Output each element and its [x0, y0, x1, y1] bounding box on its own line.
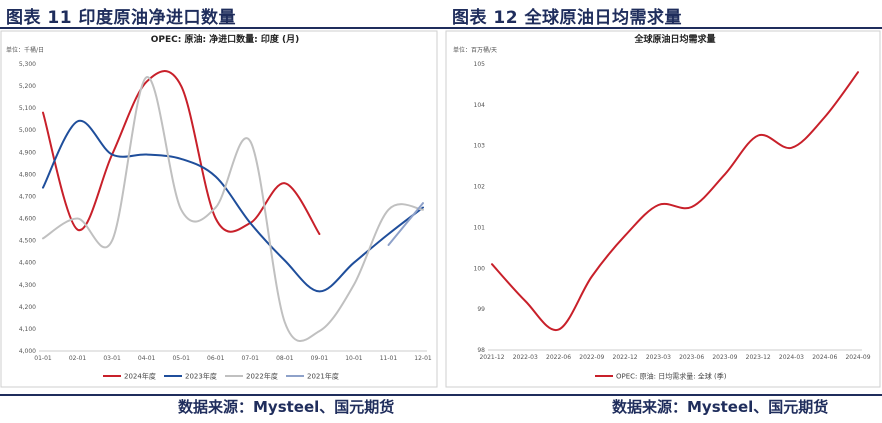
series-lines [42, 70, 424, 343]
header-rule [0, 27, 882, 29]
axes: 4,000 4,100 4,200 4,300 4,400 4,500 4,600 4,700… [19, 61, 432, 362]
series-line [387, 202, 424, 246]
y-tick-label: 101 [474, 224, 486, 231]
legend-entry: OPEC: 原油: 日均需求量: 全球 (季) [616, 372, 727, 381]
x-tick-label: 2022-09 [579, 354, 604, 361]
x-tick-label: 05-01 [172, 355, 190, 362]
source-note-right: 数据来源：Mysteel、国元期货 [612, 398, 829, 416]
legend-entry: 2023年度 [185, 372, 217, 381]
y-tick-label: 102 [474, 184, 486, 191]
x-tick-label: 2024-03 [779, 354, 804, 361]
y-tick-label: 4,200 [19, 304, 36, 311]
x-tick-label: 2024-06 [812, 354, 837, 361]
x-tick-label: 2022-03 [513, 354, 538, 361]
chart-frame [445, 30, 881, 388]
legend: 2024年度 2023年度 2022年度 2021年度 [103, 372, 339, 381]
x-tick-label: 2023-06 [679, 354, 704, 361]
x-tick-label: 2023-03 [646, 354, 671, 361]
series-line [42, 76, 424, 343]
x-tick-label: 08-01 [276, 355, 294, 362]
unit-label: 单位：百万桶/天 [453, 46, 497, 54]
y-tick-label: 4,100 [19, 326, 36, 333]
x-tick-label: 2023-09 [712, 354, 737, 361]
chart-title: 全球原油日均需求量 [633, 33, 715, 45]
y-tick-label: 4,700 [19, 193, 36, 200]
unit-label: 单位：千桶/日 [6, 46, 44, 54]
x-tick-label: 09-01 [311, 355, 329, 362]
axes: 98 99 100 101 102 103 104 105 2021-12 2022-03 2022… [474, 61, 871, 361]
legend-entry: 2022年度 [246, 372, 278, 381]
x-tick-label: 06-01 [207, 355, 225, 362]
x-tick-label: 10-01 [345, 355, 363, 362]
india-import-chart: OPEC: 原油: 净进口数量: 印度 (月) 单位：千桶/日 4,000 4,1… [0, 30, 438, 388]
x-tick-label: 2024-09 [845, 354, 870, 361]
x-tick-label: 2021-12 [479, 354, 504, 361]
y-tick-label: 105 [474, 61, 486, 68]
y-tick-label: 98 [477, 347, 485, 354]
x-tick-label: 01-01 [34, 355, 52, 362]
y-tick-label: 5,100 [19, 105, 36, 112]
x-tick-label: 02-01 [69, 355, 87, 362]
y-tick-label: 5,000 [19, 127, 36, 134]
footer-rule [0, 394, 882, 396]
source-note-left: 数据来源：Mysteel、国元期货 [178, 398, 395, 416]
legend-entry: 2024年度 [124, 372, 156, 381]
chart-frame [0, 30, 438, 388]
y-tick-label: 4,900 [19, 149, 36, 156]
y-tick-label: 99 [477, 306, 485, 313]
y-tick-label: 100 [474, 265, 486, 272]
series-lines [491, 71, 859, 331]
series-line [491, 71, 859, 331]
y-tick-label: 4,800 [19, 171, 36, 178]
y-tick-label: 4,500 [19, 238, 36, 245]
x-tick-label: 03-01 [103, 355, 121, 362]
y-tick-label: 4,000 [19, 348, 36, 355]
x-tick-label: 2022-12 [613, 354, 638, 361]
y-tick-label: 4,600 [19, 216, 36, 223]
series-line [42, 70, 321, 235]
x-tick-label: 2023-12 [746, 354, 771, 361]
legend-entry: 2021年度 [307, 372, 339, 381]
y-tick-label: 104 [474, 102, 486, 109]
chart-title: OPEC: 原油: 净进口数量: 印度 (月) [151, 33, 300, 45]
y-tick-label: 4,300 [19, 282, 36, 289]
y-tick-label: 4,400 [19, 260, 36, 267]
x-tick-label: 11-01 [380, 355, 398, 362]
x-tick-label: 04-01 [138, 355, 156, 362]
series-line [42, 120, 424, 293]
x-tick-label: 07-01 [242, 355, 260, 362]
legend: OPEC: 原油: 日均需求量: 全球 (季) [595, 372, 727, 381]
global-demand-chart: 全球原油日均需求量 单位：百万桶/天 98 99 100 101 102 103 104 10… [445, 30, 881, 388]
y-tick-label: 5,300 [19, 61, 36, 68]
y-tick-label: 5,200 [19, 83, 36, 90]
x-tick-label: 2022-06 [546, 354, 571, 361]
x-tick-label: 12-01 [414, 355, 432, 362]
figure-11-title: 图表 11 印度原油净进口数量 [6, 8, 236, 28]
figure-12-title: 图表 12 全球原油日均需求量 [452, 8, 682, 28]
y-tick-label: 103 [474, 143, 486, 150]
